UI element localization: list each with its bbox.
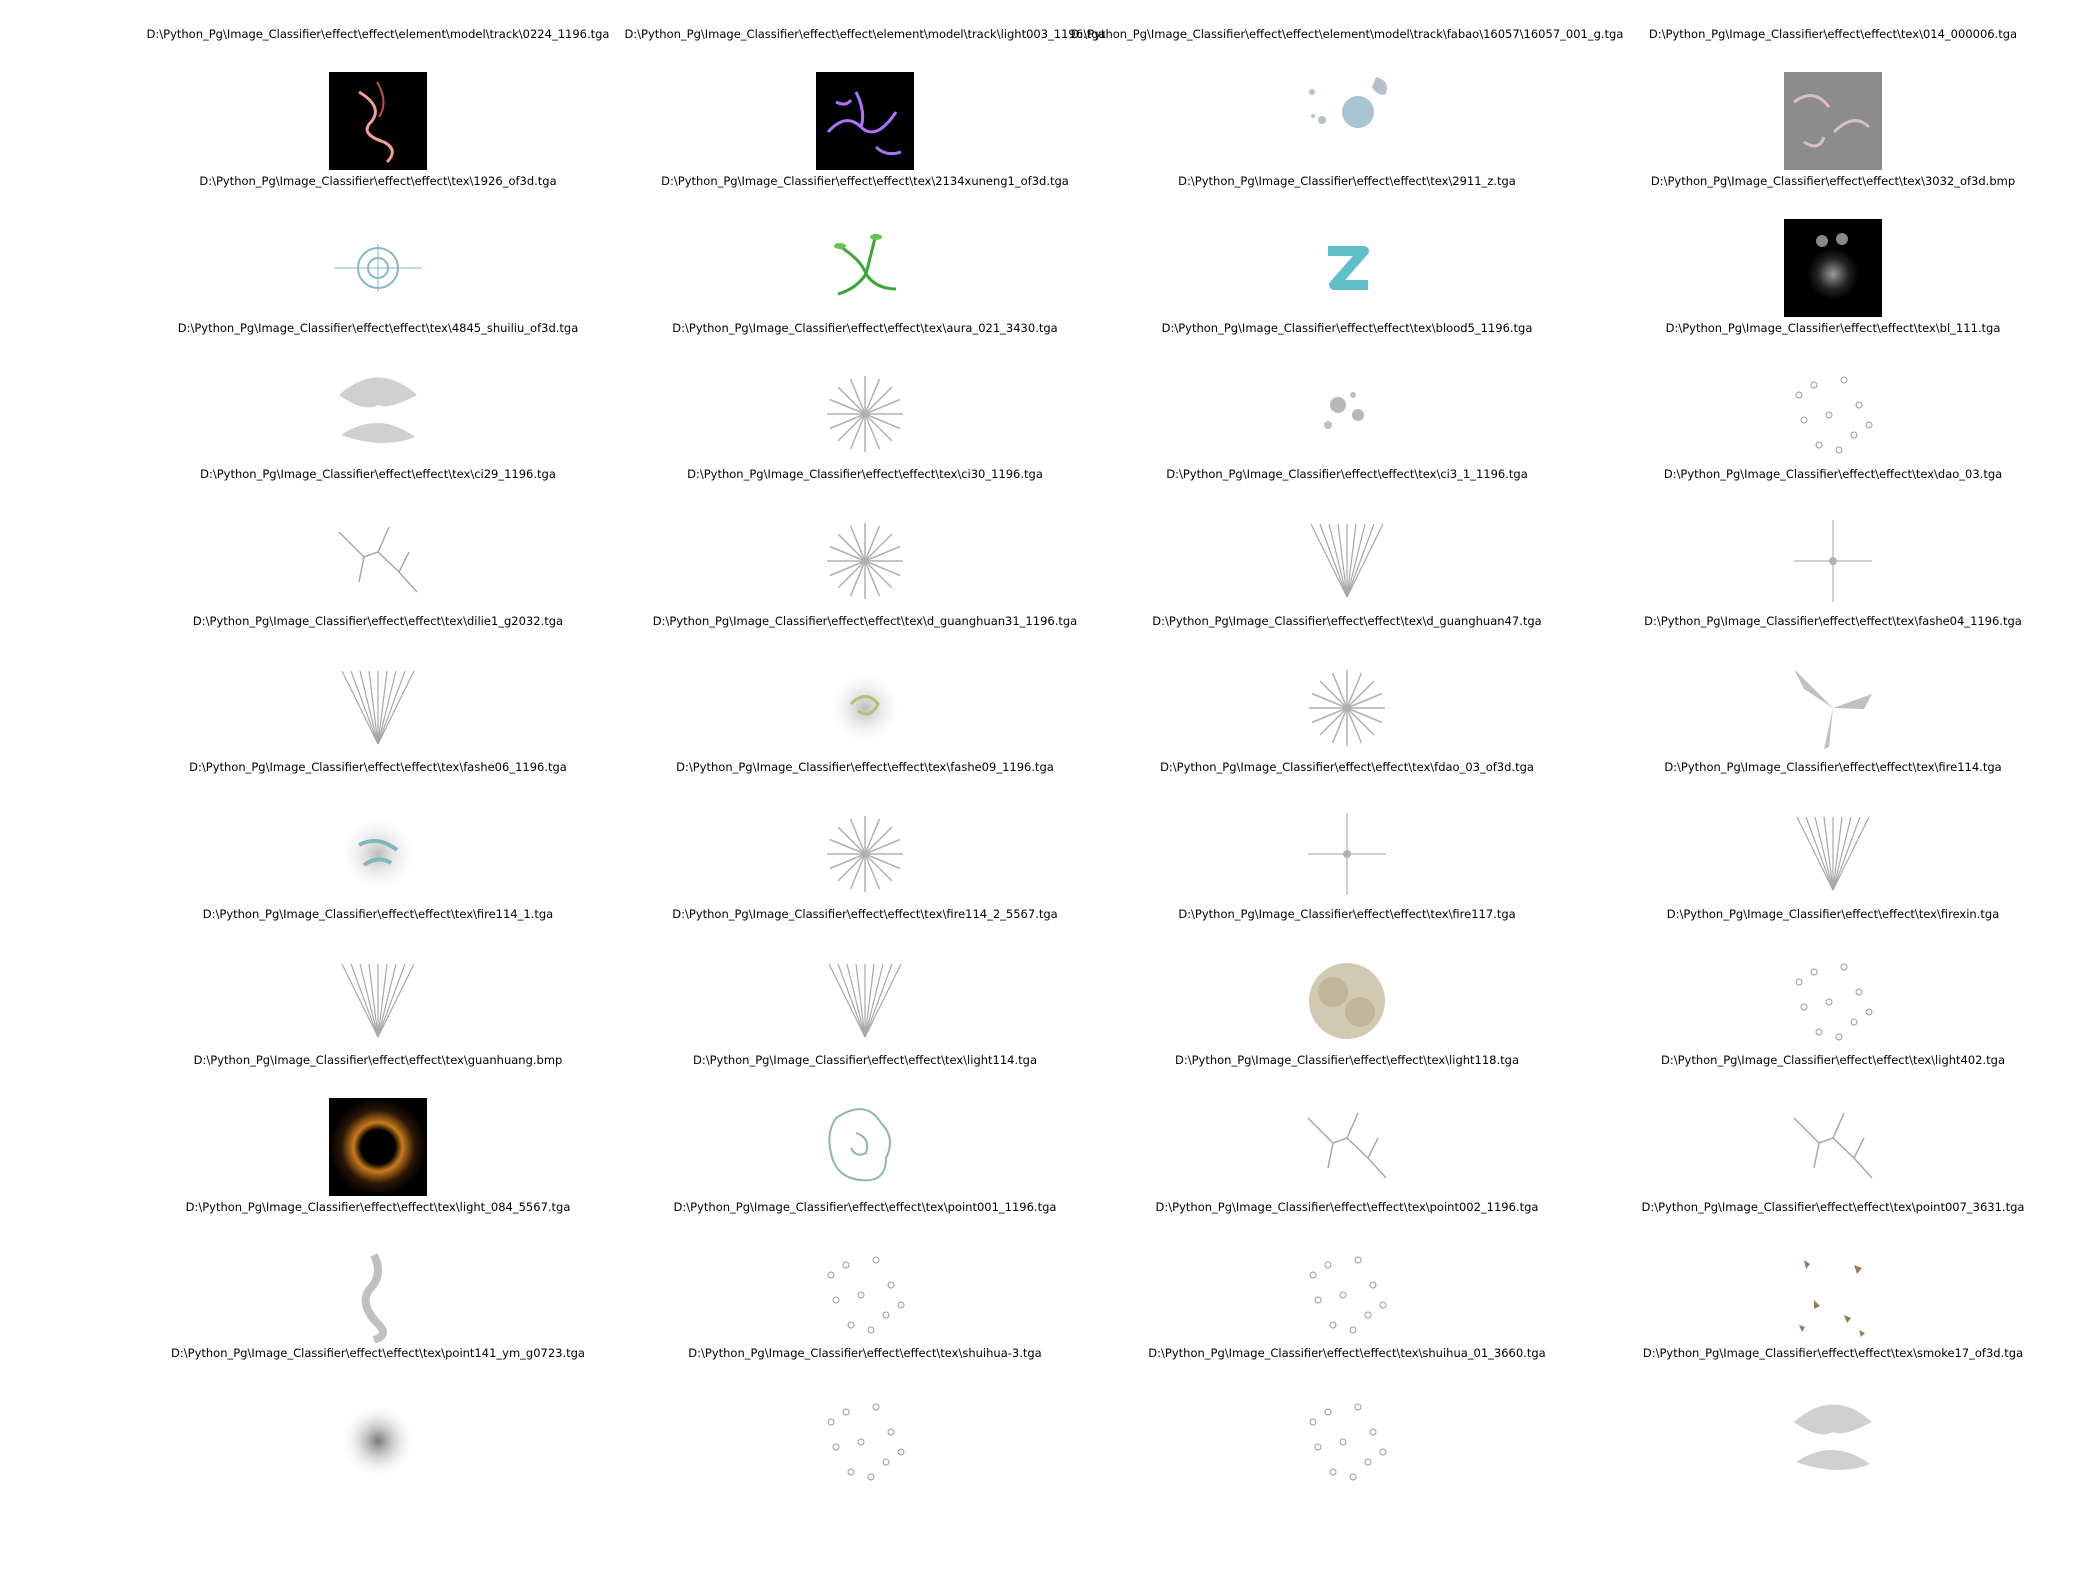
blue-splash-texture	[1298, 72, 1396, 170]
file-path-caption: D:\Python_Pg\Image_Classifier\effect\eff…	[1660, 1053, 2006, 1067]
brown-flakes-texture	[1784, 1245, 1882, 1343]
file-path-caption: D:\Python_Pg\Image_Classifier\effect\eff…	[1174, 1053, 1520, 1067]
gray-burst-texture	[816, 365, 914, 463]
file-path-caption: D:\Python_Pg\Image_Classifier\effect\eff…	[1148, 1346, 1546, 1360]
gray-blades-texture	[1784, 659, 1882, 757]
gray-wisp-texture	[329, 1245, 427, 1343]
file-path-caption: D:\Python_Pg\Image_Classifier\effect\eff…	[171, 1346, 585, 1360]
file-path-caption: D:\Python_Pg\Image_Classifier\effect\eff…	[687, 467, 1043, 481]
purple-lightning-texture	[816, 72, 914, 170]
gray-dots-texture	[1784, 952, 1882, 1050]
gray-bubbles-texture	[816, 1245, 914, 1343]
file-path-caption: D:\Python_Pg\Image_Classifier\effect\eff…	[672, 321, 1058, 335]
file-path-caption: D:\Python_Pg\Image_Classifier\effect\eff…	[624, 27, 1106, 41]
file-path-caption: D:\Python_Pg\Image_Classifier\effect\eff…	[1650, 174, 2016, 188]
file-path-caption: D:\Python_Pg\Image_Classifier\effect\eff…	[1644, 614, 2022, 628]
cyan-z-texture	[1298, 219, 1396, 317]
orange-ring-texture	[329, 1098, 427, 1196]
file-path-caption: D:\Python_Pg\Image_Classifier\effect\eff…	[189, 760, 567, 774]
gray-smoke-texture	[329, 365, 427, 463]
red-lightning-texture	[329, 72, 427, 170]
gray-bubbles-texture	[1298, 1245, 1396, 1343]
gray-sparks-texture	[329, 952, 427, 1050]
gray-droplets-texture	[816, 1392, 914, 1490]
file-path-caption: D:\Python_Pg\Image_Classifier\effect\eff…	[1161, 321, 1533, 335]
file-path-caption: D:\Python_Pg\Image_Classifier\effect\eff…	[185, 1200, 571, 1214]
file-path-caption: D:\Python_Pg\Image_Classifier\effect\eff…	[1070, 27, 1624, 41]
gray-dots-texture	[1784, 365, 1882, 463]
white-starburst-texture	[1298, 659, 1396, 757]
gray-flare-texture	[816, 805, 914, 903]
file-path-caption: D:\Python_Pg\Image_Classifier\effect\eff…	[1648, 27, 2018, 41]
green-ring-outline-texture	[816, 1098, 914, 1196]
file-path-caption: D:\Python_Pg\Image_Classifier\effect\eff…	[652, 614, 1078, 628]
file-path-caption: D:\Python_Pg\Image_Classifier\effect\eff…	[688, 1346, 1042, 1360]
gray-cross-texture	[1784, 512, 1882, 610]
green-vine-texture	[816, 219, 914, 317]
file-path-caption: D:\Python_Pg\Image_Classifier\effect\eff…	[192, 614, 564, 628]
file-path-caption: D:\Python_Pg\Image_Classifier\effect\eff…	[1152, 614, 1542, 628]
file-path-caption: D:\Python_Pg\Image_Classifier\effect\eff…	[202, 907, 554, 921]
file-path-caption: D:\Python_Pg\Image_Classifier\effect\eff…	[673, 1200, 1057, 1214]
file-path-caption: D:\Python_Pg\Image_Classifier\effect\eff…	[1664, 760, 2002, 774]
gray-shatter-texture	[1784, 1098, 1882, 1196]
file-path-caption: D:\Python_Pg\Image_Classifier\effect\eff…	[1155, 1200, 1539, 1214]
file-path-caption: D:\Python_Pg\Image_Classifier\effect\eff…	[146, 27, 610, 41]
file-path-caption: D:\Python_Pg\Image_Classifier\effect\eff…	[1641, 1200, 2025, 1214]
gray-fan-texture	[1298, 512, 1396, 610]
file-path-caption: D:\Python_Pg\Image_Classifier\effect\eff…	[1178, 174, 1516, 188]
gray-crack-texture	[1298, 1098, 1396, 1196]
file-path-caption: D:\Python_Pg\Image_Classifier\effect\eff…	[661, 174, 1069, 188]
beige-cloud-texture	[1298, 952, 1396, 1050]
file-path-caption: D:\Python_Pg\Image_Classifier\effect\eff…	[199, 174, 557, 188]
file-path-caption: D:\Python_Pg\Image_Classifier\effect\eff…	[1166, 467, 1528, 481]
gray-dots-texture	[1298, 1392, 1396, 1490]
file-path-caption: D:\Python_Pg\Image_Classifier\effect\eff…	[692, 1053, 1038, 1067]
file-path-caption: D:\Python_Pg\Image_Classifier\effect\eff…	[177, 321, 579, 335]
gray-branch-texture	[329, 659, 427, 757]
gray-rays-texture	[816, 512, 914, 610]
gray-splatter-texture	[1298, 365, 1396, 463]
gray-blur-texture	[329, 1392, 427, 1490]
file-path-caption: D:\Python_Pg\Image_Classifier\effect\eff…	[1665, 321, 2001, 335]
file-path-caption: D:\Python_Pg\Image_Classifier\effect\eff…	[1178, 907, 1516, 921]
teal-flare-texture	[329, 805, 427, 903]
gray-crack-texture	[329, 512, 427, 610]
green-swirl-texture	[816, 659, 914, 757]
file-path-caption: D:\Python_Pg\Image_Classifier\effect\eff…	[676, 760, 1054, 774]
file-path-caption: D:\Python_Pg\Image_Classifier\effect\eff…	[1666, 907, 2000, 921]
gray-sparks-texture	[816, 952, 914, 1050]
file-path-caption: D:\Python_Pg\Image_Classifier\effect\eff…	[672, 907, 1058, 921]
dark-glow-texture	[1784, 219, 1882, 317]
file-path-caption: D:\Python_Pg\Image_Classifier\effect\eff…	[1663, 467, 2003, 481]
file-path-caption: D:\Python_Pg\Image_Classifier\effect\eff…	[1642, 1346, 2024, 1360]
gray-smoke-texture	[1784, 1392, 1882, 1490]
gray-sparks-texture	[1784, 805, 1882, 903]
gray-arrow-texture	[1298, 805, 1396, 903]
file-path-caption: D:\Python_Pg\Image_Classifier\effect\eff…	[193, 1053, 563, 1067]
blue-mandala-texture	[329, 219, 427, 317]
file-path-caption: D:\Python_Pg\Image_Classifier\effect\eff…	[1160, 760, 1534, 774]
file-path-caption: D:\Python_Pg\Image_Classifier\effect\eff…	[200, 467, 556, 481]
gray-noise-texture	[1784, 72, 1882, 170]
